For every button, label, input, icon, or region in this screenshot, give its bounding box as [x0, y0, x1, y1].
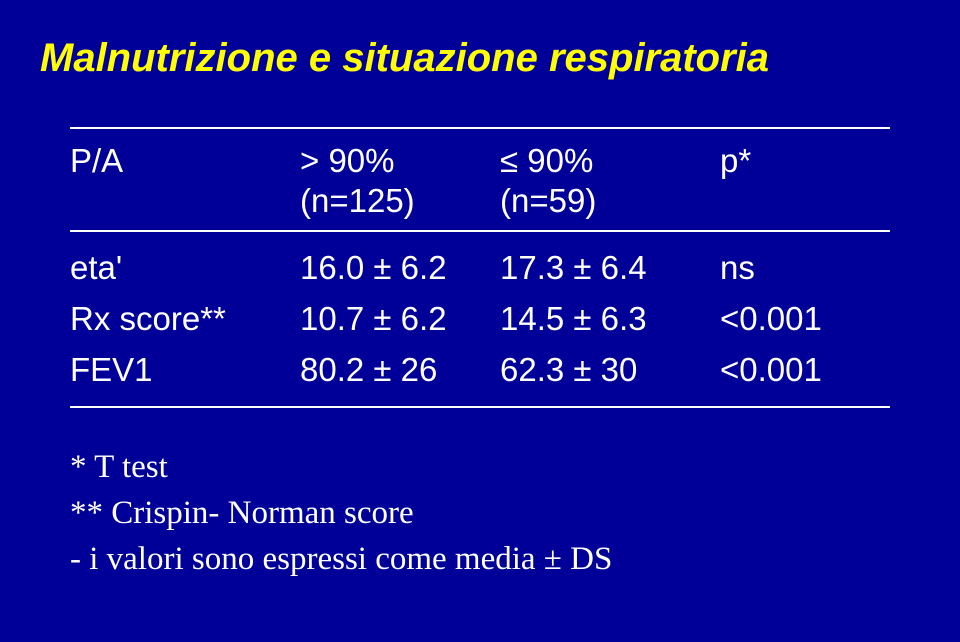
slide: Malnutrizione e situazione respiratoria …: [0, 0, 960, 642]
table-row: eta' 16.0 ± 6.2 17.3 ± 6.4 ns: [70, 242, 890, 293]
cell-r1-c3: <0.001: [720, 293, 890, 344]
header-c3: p*: [720, 141, 890, 181]
table-row: Rx score** 10.7 ± 6.2 14.5 ± 6.3 <0.001: [70, 293, 890, 344]
cell-r2-c3: <0.001: [720, 344, 890, 395]
cell-r2-c0: FEV1: [70, 344, 300, 395]
rule-mid: [70, 230, 890, 232]
table-header-row: P/A > 90% (n=125) ≤ 90% (n=59) p*: [70, 141, 890, 220]
cell-r0-c0: eta': [70, 242, 300, 293]
cell-r2-c1: 80.2 ± 26: [300, 344, 500, 395]
cell-r1-c0: Rx score**: [70, 293, 300, 344]
header-c1b: (n=125): [300, 181, 500, 221]
table-body: eta' 16.0 ± 6.2 17.3 ± 6.4 ns Rx score**…: [70, 242, 890, 395]
header-c1a: > 90%: [300, 141, 500, 181]
footnote-3: - i valori sono espressi come media ± DS: [70, 536, 890, 582]
footnote-2: ** Crispin- Norman score: [70, 490, 890, 536]
header-c2a: ≤ 90%: [500, 141, 720, 181]
cell-r2-c2: 62.3 ± 30: [500, 344, 720, 395]
rule-bottom: [70, 406, 890, 408]
header-c2b: (n=59): [500, 181, 720, 221]
slide-title: Malnutrizione e situazione respiratoria: [40, 36, 920, 81]
header-c0: P/A: [70, 141, 300, 181]
cell-r0-c3: ns: [720, 242, 890, 293]
rule-top: [70, 127, 890, 129]
cell-r1-c1: 10.7 ± 6.2: [300, 293, 500, 344]
cell-r0-c2: 17.3 ± 6.4: [500, 242, 720, 293]
data-table: P/A > 90% (n=125) ≤ 90% (n=59) p* eta' 1…: [70, 127, 890, 582]
table-row: FEV1 80.2 ± 26 62.3 ± 30 <0.001: [70, 344, 890, 395]
footnote-1: * T test: [70, 444, 890, 490]
cell-r1-c2: 14.5 ± 6.3: [500, 293, 720, 344]
footnotes: * T test ** Crispin- Norman score - i va…: [70, 444, 890, 583]
cell-r0-c1: 16.0 ± 6.2: [300, 242, 500, 293]
